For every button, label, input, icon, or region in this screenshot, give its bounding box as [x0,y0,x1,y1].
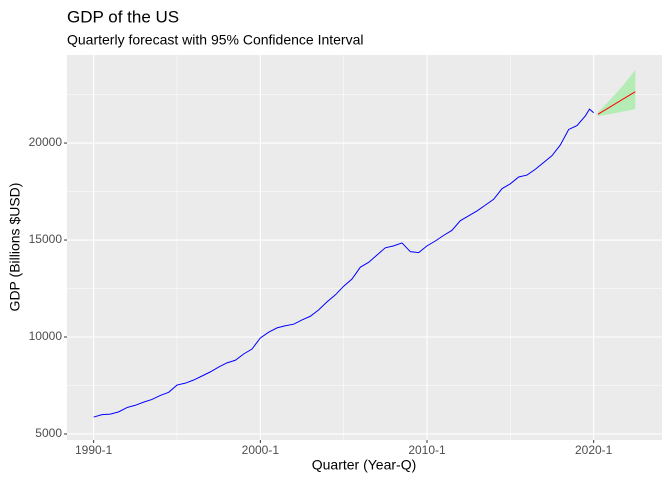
y-tick-label: 15000 [29,232,63,246]
x-tick-label: 1990-1 [75,443,113,457]
chart-title: GDP of the US [67,7,179,26]
chart-subtitle: Quarterly forecast with 95% Confidence I… [67,32,363,48]
x-tick-label: 2010-1 [408,443,446,457]
y-axis-title: GDP (Billions $USD) [7,183,23,312]
x-axis-title: Quarter (Year-Q) [312,457,417,473]
y-tick-label: 10000 [29,329,63,343]
y-tick-label: 5000 [35,426,62,440]
x-tick-label: 2020-1 [575,443,613,457]
y-tick-label: 20000 [29,135,63,149]
data-line [93,108,594,418]
plot-panel [67,55,662,440]
data-line [597,91,636,115]
confidence-band [597,69,636,117]
x-tick-label: 2000-1 [242,443,280,457]
